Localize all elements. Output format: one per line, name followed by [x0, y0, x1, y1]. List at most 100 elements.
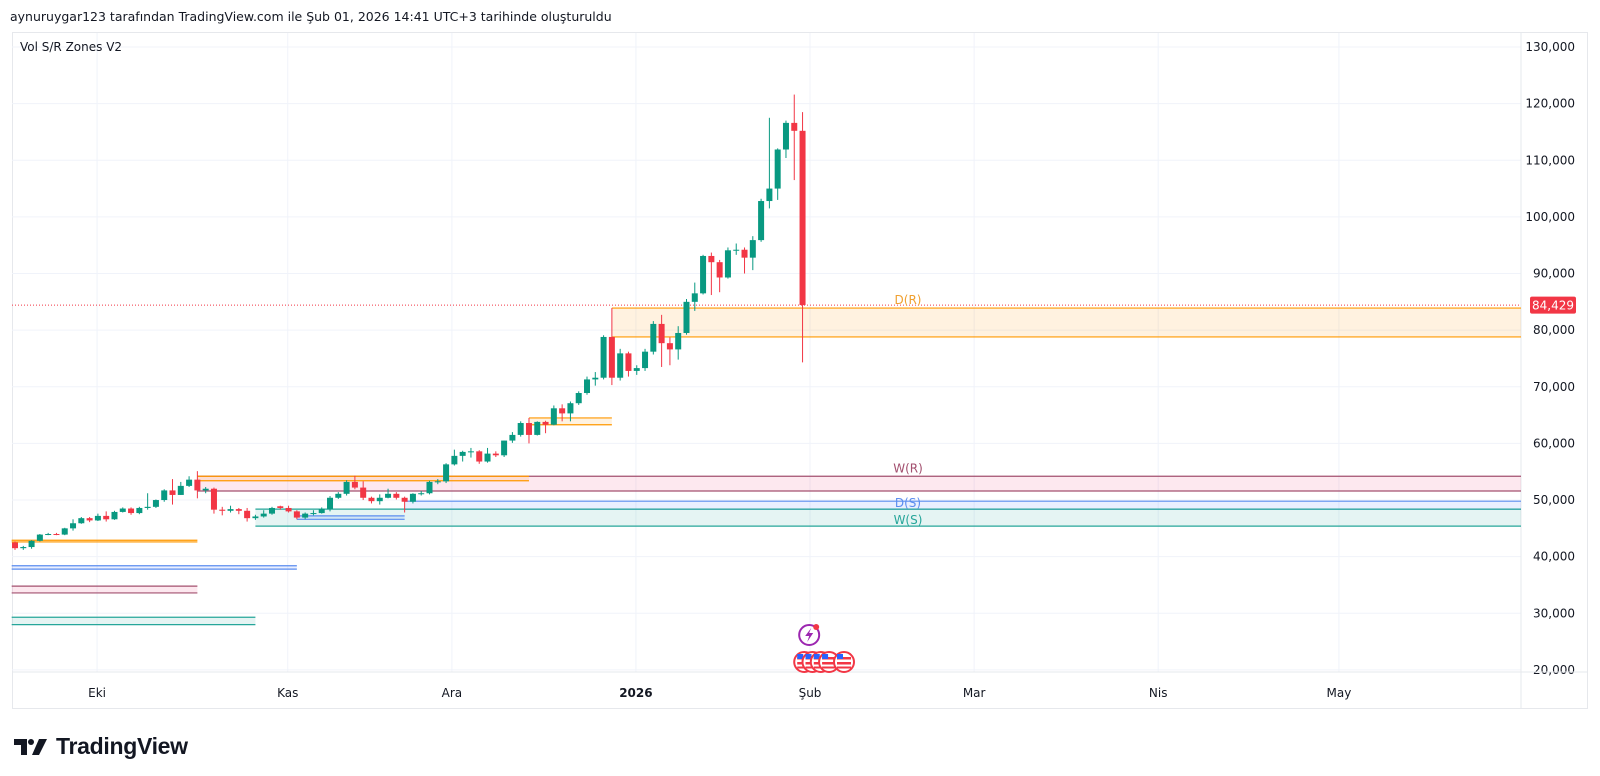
candle-down[interactable] [244, 510, 251, 519]
candle-up[interactable] [28, 540, 35, 548]
candle-down[interactable] [559, 408, 566, 414]
candle-down[interactable] [86, 518, 93, 521]
candle-up[interactable] [584, 379, 591, 394]
candle-up[interactable] [260, 513, 267, 517]
candle-down[interactable] [103, 515, 110, 520]
candle-up[interactable] [467, 451, 474, 453]
candle-up[interactable] [501, 440, 508, 456]
tradingview-logo[interactable]: TradingView [14, 733, 188, 760]
candle-up[interactable] [691, 293, 698, 302]
candle-up[interactable] [418, 493, 425, 495]
candle-up[interactable] [310, 513, 317, 515]
candle-up[interactable] [443, 464, 450, 482]
candle-up[interactable] [94, 515, 101, 521]
candle-down[interactable] [525, 423, 532, 435]
candle-up[interactable] [782, 122, 789, 150]
candle-up[interactable] [683, 301, 690, 333]
candle-down[interactable] [716, 262, 723, 278]
candle-up[interactable] [152, 500, 159, 507]
candle-down[interactable] [791, 122, 798, 131]
candle-down[interactable] [741, 249, 748, 258]
candle-up[interactable] [45, 534, 52, 536]
candle-up[interactable] [675, 332, 682, 350]
candle-up[interactable] [318, 509, 325, 514]
candle-up[interactable] [36, 534, 43, 541]
candle-up[interactable] [335, 493, 342, 498]
candle-up[interactable] [733, 249, 740, 251]
candle-up[interactable] [766, 188, 773, 202]
candle-down[interactable] [293, 511, 300, 518]
candle-up[interactable] [749, 240, 756, 258]
indicator-title[interactable]: Vol S/R Zones V2 [20, 40, 123, 54]
candle-up[interactable] [343, 481, 350, 494]
candle-up[interactable] [111, 511, 118, 520]
candle-up[interactable] [575, 393, 582, 404]
candle-up[interactable] [426, 481, 433, 494]
candle-down[interactable] [235, 509, 242, 511]
candle-up[interactable] [202, 488, 209, 491]
candle-up[interactable] [227, 509, 234, 511]
candle-up[interactable] [119, 508, 126, 512]
candle-down[interactable] [708, 255, 715, 263]
us-flag-event-icon[interactable] [833, 651, 855, 673]
candle-down[interactable] [53, 534, 60, 536]
candle-down[interactable] [368, 497, 375, 502]
candle-up[interactable] [78, 518, 85, 524]
chart-pane[interactable] [12, 32, 1588, 709]
candle-up[interactable] [302, 513, 309, 518]
candle-down[interactable] [625, 353, 632, 371]
candle-up[interactable] [567, 403, 574, 414]
candle-up[interactable] [136, 507, 143, 514]
candle-down[interactable] [658, 323, 665, 344]
candle-down[interactable] [666, 343, 673, 350]
candle-up[interactable] [774, 149, 781, 189]
candle-up[interactable] [70, 523, 77, 529]
candle-up[interactable] [61, 528, 68, 535]
candle-up[interactable] [650, 323, 657, 352]
us-flag-event-icon[interactable] [818, 651, 841, 673]
candle-up[interactable] [385, 493, 392, 498]
candle-up[interactable] [327, 497, 334, 510]
candle-down[interactable] [169, 490, 176, 495]
candle-up[interactable] [186, 479, 193, 486]
candle-up[interactable] [534, 421, 541, 435]
candle-up[interactable] [592, 377, 599, 380]
candle-down[interactable] [194, 479, 201, 491]
candle-down[interactable] [351, 481, 358, 488]
candle-down[interactable] [401, 497, 408, 502]
candle-up[interactable] [758, 201, 765, 241]
candle-up[interactable] [724, 250, 731, 278]
candle-up[interactable] [144, 506, 151, 508]
candle-up[interactable] [20, 547, 27, 549]
candle-up[interactable] [177, 485, 184, 495]
candle-down[interactable] [360, 487, 367, 498]
candle-down[interactable] [608, 336, 615, 378]
candle-up[interactable] [409, 493, 416, 502]
candle-up[interactable] [459, 451, 466, 456]
candle-down[interactable] [210, 488, 217, 510]
candle-up[interactable] [484, 453, 491, 462]
candle-up[interactable] [642, 351, 649, 369]
candle-up[interactable] [252, 516, 259, 519]
candle-up[interactable] [268, 507, 275, 514]
candle-up[interactable] [550, 408, 557, 425]
candle-down[interactable] [393, 493, 400, 498]
candle-down[interactable] [12, 542, 18, 549]
lightning-event-icon[interactable] [798, 624, 821, 646]
candle-down[interactable] [476, 451, 483, 462]
candle-up[interactable] [161, 490, 168, 501]
candle-up[interactable] [376, 497, 383, 502]
candle-up[interactable] [617, 353, 624, 378]
candle-up[interactable] [509, 434, 516, 441]
candle-up[interactable] [517, 423, 524, 435]
candle-down[interactable] [285, 507, 292, 512]
candle-down[interactable] [277, 506, 284, 508]
candle-up[interactable] [700, 255, 707, 294]
candle-up[interactable] [600, 336, 607, 378]
candle-down[interactable] [219, 509, 226, 511]
candle-down[interactable] [799, 130, 806, 306]
candle-up[interactable] [434, 481, 441, 483]
candle-down[interactable] [128, 508, 135, 514]
candle-up[interactable] [451, 455, 458, 465]
